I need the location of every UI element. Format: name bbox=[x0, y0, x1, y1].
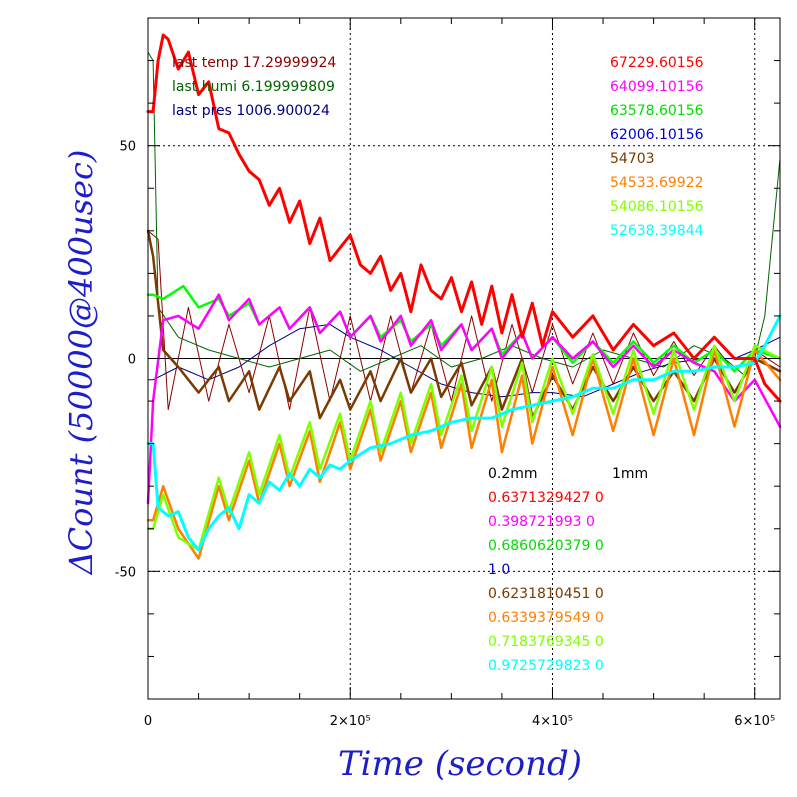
y-tick-label: 50 bbox=[119, 140, 136, 155]
y-axis-title: ΔCount (50000@400usec) bbox=[62, 150, 100, 577]
y-tick-label: 0 bbox=[128, 353, 136, 368]
x-tick-label: 0 bbox=[144, 714, 152, 729]
factor-header-col2: 1mm bbox=[612, 466, 648, 482]
x-axis-title: Time (second) bbox=[338, 744, 582, 784]
x-tick-label: 2×10⁵ bbox=[330, 714, 371, 729]
factor-row: 0.9725729823 0 bbox=[488, 658, 604, 674]
header-right-line: 54703 bbox=[610, 151, 655, 167]
factor-row: 0.398721993 0 bbox=[488, 514, 595, 530]
factor-row: 0.6860620379 0 bbox=[488, 538, 604, 554]
header-right-line: 62006.10156 bbox=[610, 127, 704, 143]
x-tick-label: 6×10⁵ bbox=[734, 714, 775, 729]
header-right-line: 54086.10156 bbox=[610, 199, 704, 215]
header-right-line: 52638.39844 bbox=[610, 223, 704, 239]
series-line-10 bbox=[146, 33, 782, 403]
tick-marks bbox=[147, 17, 780, 700]
header-right-line: 63578.60156 bbox=[610, 103, 704, 119]
factor-row: 0.6339379549 0 bbox=[488, 610, 604, 626]
header-left-line: last humi 6.199999809 bbox=[172, 79, 335, 95]
series-layer bbox=[146, 33, 782, 560]
series-line-7 bbox=[146, 348, 782, 560]
factor-row: 0.6231810451 0 bbox=[488, 586, 604, 602]
header-left-line: last temp 17.29999924 bbox=[172, 55, 336, 71]
annotations: last temp 17.29999924 last humi 6.1999998… bbox=[172, 55, 704, 674]
tick-labels: 0 2×10⁵ 4×10⁵ 6×10⁵ 50 0 -50 bbox=[115, 140, 775, 729]
header-right-line: 54533.69922 bbox=[610, 175, 704, 191]
factor-row: 1 0 bbox=[488, 562, 510, 578]
x-tick-label: 4×10⁵ bbox=[532, 714, 573, 729]
factor-row: 0.7183769345 0 bbox=[488, 634, 604, 650]
y-tick-label: -50 bbox=[115, 565, 136, 580]
factor-header-col1: 0.2mm bbox=[488, 466, 538, 482]
series-line-8 bbox=[146, 344, 782, 552]
series-line-6 bbox=[146, 293, 782, 505]
header-right-line: 67229.60156 bbox=[610, 55, 704, 71]
series-line-9 bbox=[146, 314, 782, 552]
factor-row: 0.6371329427 0 bbox=[488, 490, 604, 506]
header-right-line: 64099.10156 bbox=[610, 79, 704, 95]
header-left-line: last pres 1006.900024 bbox=[172, 103, 330, 119]
